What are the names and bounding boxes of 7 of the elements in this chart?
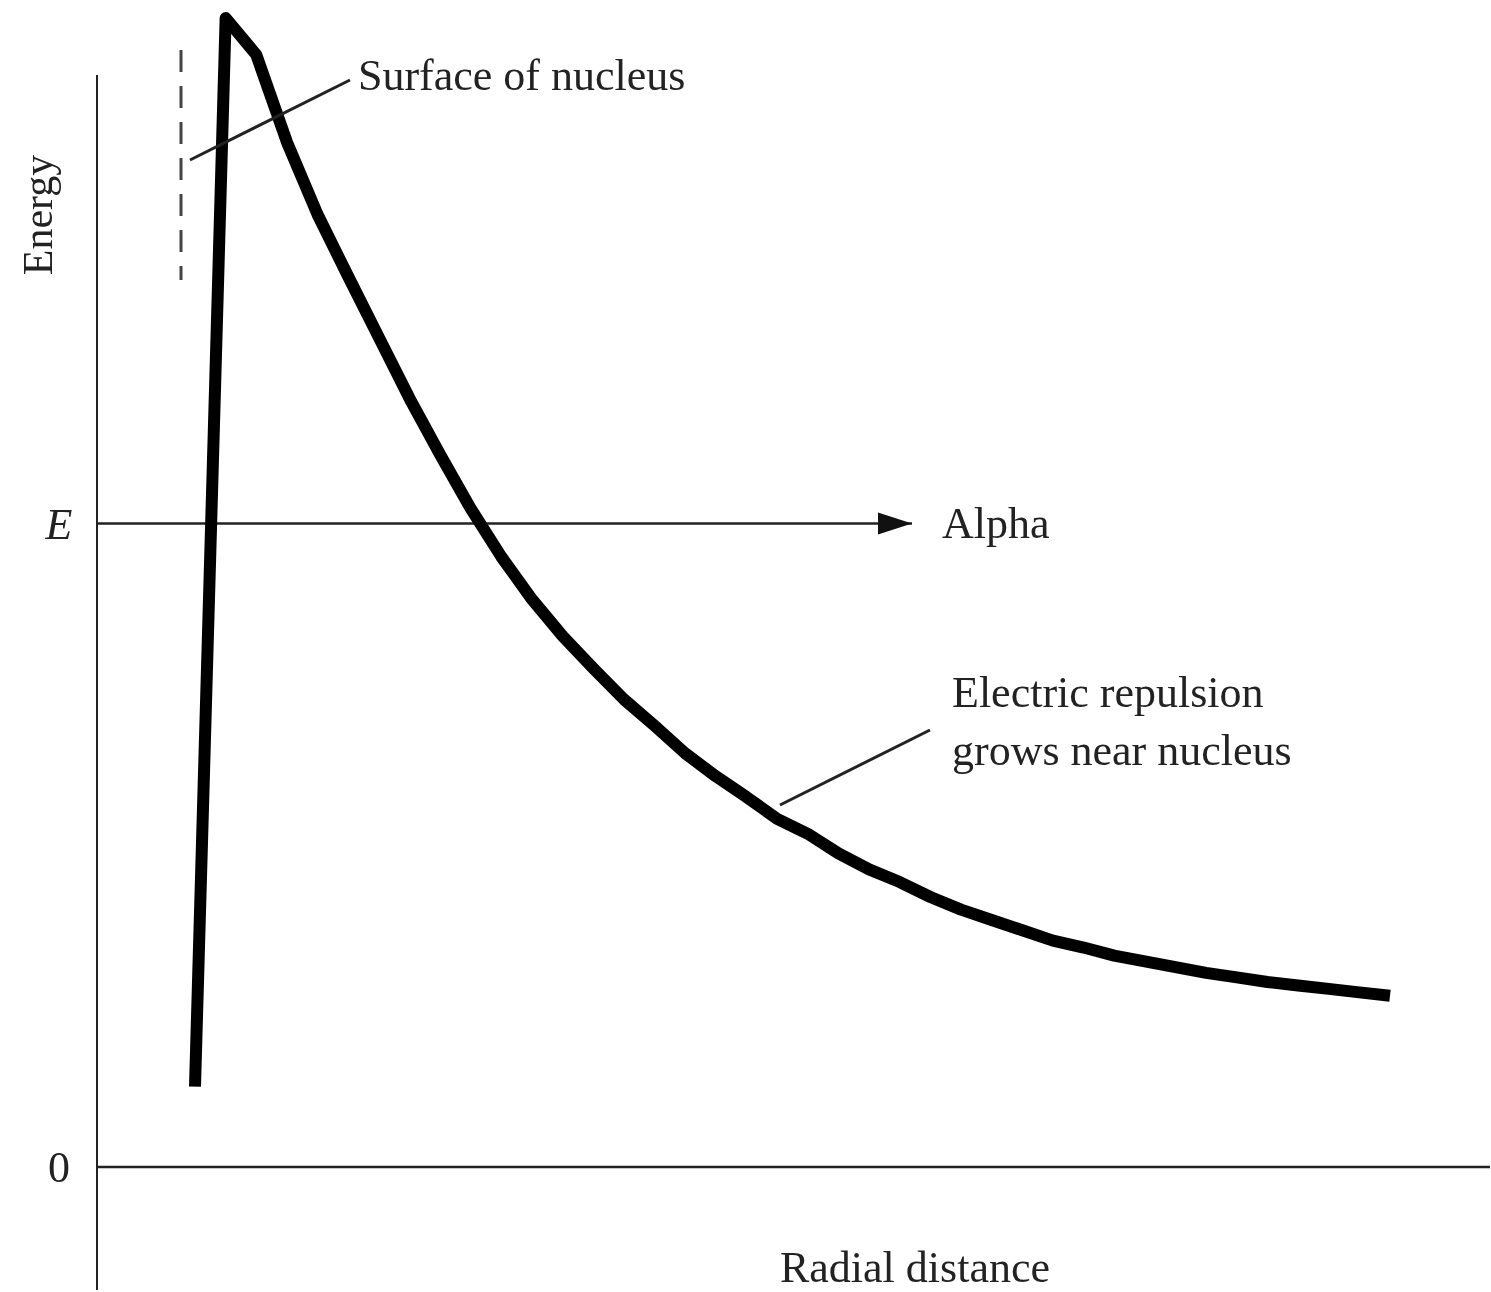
annotation: Alpha [942, 499, 1050, 549]
ref-line-label: 0 [48, 1143, 70, 1193]
ref-line-label: E [44, 499, 73, 549]
annotation: Electric repulsion grows near nucleus [952, 668, 1292, 775]
annotation: Surface of nucleus [358, 51, 686, 101]
x-axis-title: Radial distance [779, 1243, 1051, 1292]
y-axis-title: Energy [15, 154, 61, 276]
